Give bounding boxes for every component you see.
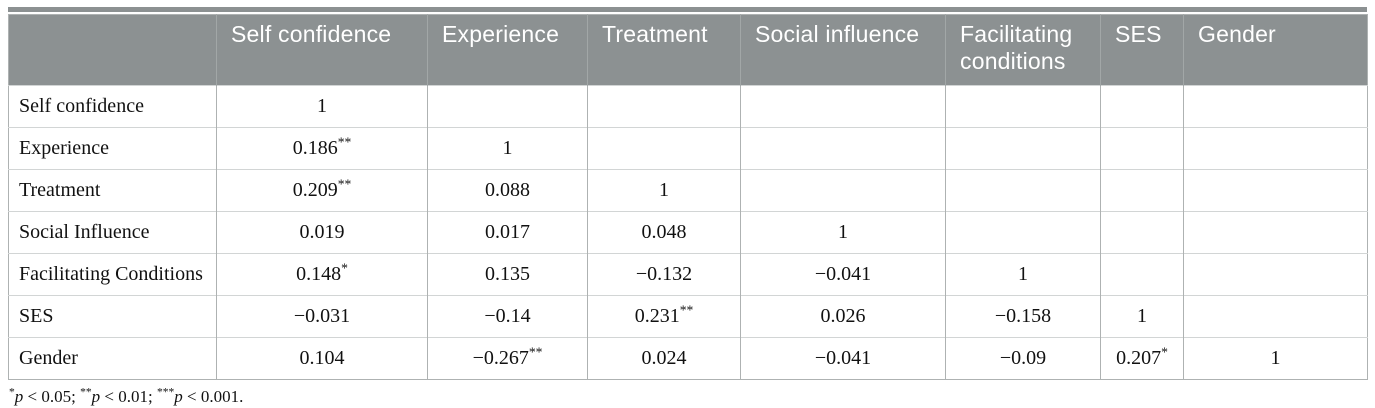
- cell-value: [1183, 169, 1368, 212]
- cell-value: [1100, 85, 1184, 128]
- cell-value: −0.041: [740, 253, 946, 296]
- cell-value: 1: [740, 211, 946, 254]
- cell-value: [1100, 127, 1184, 170]
- header-cell-facilitating-conditions: Facilitating conditions: [945, 14, 1101, 86]
- cell-value: [945, 169, 1101, 212]
- cell-value: −0.267**: [427, 337, 588, 380]
- table-header: Self confidence Experience Treatment Soc…: [8, 14, 1368, 86]
- cell-value: 0.088: [427, 169, 588, 212]
- cell-value: [587, 127, 741, 170]
- cell-value: [945, 211, 1101, 254]
- cell-value: 0.048: [587, 211, 741, 254]
- table-row-experience: Experience 0.186** 1: [8, 127, 1368, 170]
- cell-value: 0.104: [216, 337, 428, 380]
- cell-value: 0.019: [216, 211, 428, 254]
- cell-value: [427, 85, 588, 128]
- table-row-facilitating-conditions: Facilitating Conditions 0.148* 0.135 −0.…: [8, 253, 1368, 296]
- cell-value: 0.186**: [216, 127, 428, 170]
- table-row-ses: SES −0.031 −0.14 0.231** 0.026 −0.158 1: [8, 295, 1368, 338]
- header-cell-experience: Experience: [427, 14, 588, 86]
- cell-value: [1183, 85, 1368, 128]
- header-cell-ses: SES: [1100, 14, 1184, 86]
- cell-value: [1100, 211, 1184, 254]
- row-label: Social Influence: [8, 211, 217, 254]
- table-row-treatment: Treatment 0.209** 0.088 1: [8, 169, 1368, 212]
- cell-value: 1: [587, 169, 741, 212]
- table-row-self-confidence: Self confidence 1: [8, 85, 1368, 128]
- header-cell-empty: [8, 14, 217, 86]
- cell-value: 0.231**: [587, 295, 741, 338]
- row-label: Treatment: [8, 169, 217, 212]
- header-cell-self-confidence: Self confidence: [216, 14, 428, 86]
- cell-value: 0.207*: [1100, 337, 1184, 380]
- table-row-social-influence: Social Influence 0.019 0.017 0.048 1: [8, 211, 1368, 254]
- cell-value: [740, 85, 946, 128]
- cell-value: 0.024: [587, 337, 741, 380]
- row-label: Gender: [8, 337, 217, 380]
- significance-footnote: *p < 0.05; **p < 0.01; ***p < 0.001.: [9, 385, 244, 406]
- table-body: Self confidence 1 Experience 0.186** 1: [8, 85, 1368, 380]
- cell-value: 0.026: [740, 295, 946, 338]
- cell-value: −0.041: [740, 337, 946, 380]
- cell-value: [740, 127, 946, 170]
- cell-value: [945, 127, 1101, 170]
- cell-value: 1: [216, 85, 428, 128]
- cell-value: 1: [1100, 295, 1184, 338]
- header-cell-treatment: Treatment: [587, 14, 741, 86]
- cell-value: −0.132: [587, 253, 741, 296]
- correlation-table-container: Self confidence Experience Treatment Soc…: [8, 7, 1368, 407]
- cell-value: [587, 85, 741, 128]
- cell-value: [1100, 169, 1184, 212]
- table-top-rule: [8, 7, 1367, 12]
- cell-value: [1183, 295, 1368, 338]
- cell-value: [740, 169, 946, 212]
- header-row: Self confidence Experience Treatment Soc…: [8, 14, 1368, 86]
- row-label: Self confidence: [8, 85, 217, 128]
- cell-value: 0.135: [427, 253, 588, 296]
- cell-value: 0.017: [427, 211, 588, 254]
- correlation-table: Self confidence Experience Treatment Soc…: [8, 14, 1368, 380]
- row-label: SES: [8, 295, 217, 338]
- cell-value: 1: [1183, 337, 1368, 380]
- cell-value: −0.14: [427, 295, 588, 338]
- cell-value: 1: [427, 127, 588, 170]
- header-cell-social-influence: Social influence: [740, 14, 946, 86]
- cell-value: [1183, 211, 1368, 254]
- cell-value: [945, 85, 1101, 128]
- cell-value: −0.031: [216, 295, 428, 338]
- cell-value: −0.158: [945, 295, 1101, 338]
- cell-value: [1183, 253, 1368, 296]
- cell-value: 0.148*: [216, 253, 428, 296]
- cell-value: [1183, 127, 1368, 170]
- cell-value: [1100, 253, 1184, 296]
- row-label: Experience: [8, 127, 217, 170]
- header-cell-gender: Gender: [1183, 14, 1368, 86]
- table-row-gender: Gender 0.104 −0.267** 0.024 −0.041 −0.09…: [8, 337, 1368, 380]
- cell-value: 1: [945, 253, 1101, 296]
- row-label: Facilitating Conditions: [8, 253, 217, 296]
- cell-value: 0.209**: [216, 169, 428, 212]
- cell-value: −0.09: [945, 337, 1101, 380]
